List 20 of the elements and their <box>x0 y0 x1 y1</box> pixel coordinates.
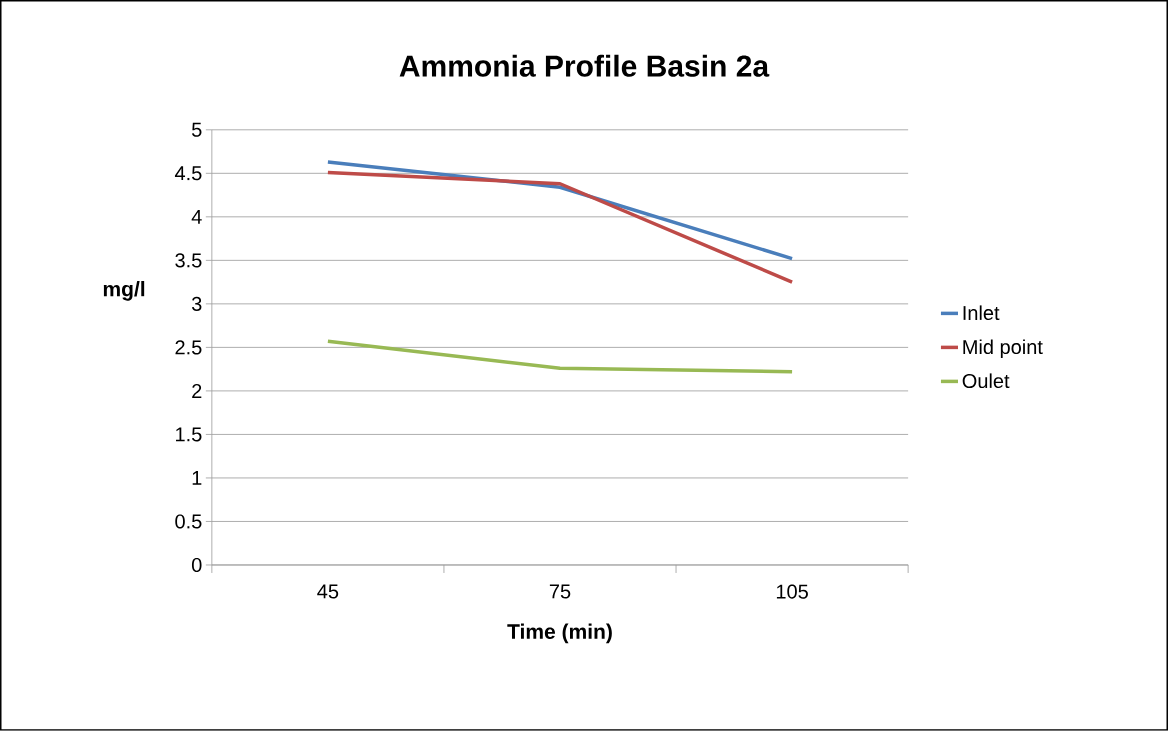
legend-label: Inlet <box>963 305 1000 321</box>
x-tick-label: 75 <box>549 584 571 599</box>
y-tick-label: 4.5 <box>174 166 202 181</box>
x-tick-label: 105 <box>776 584 808 599</box>
x-tick-label: 45 <box>317 584 339 599</box>
legend-label: Oulet <box>962 373 1010 389</box>
y-tick-label: 1 <box>192 471 202 485</box>
y-tick-label: 3 <box>191 296 202 312</box>
y-tick-label: 3.5 <box>175 253 202 268</box>
y-tick-label: 1.5 <box>176 427 202 442</box>
y-tick-label: 2 <box>192 384 202 398</box>
y-axis-title: mg/l <box>103 281 145 301</box>
x-axis-title: Time (min) <box>507 623 612 644</box>
y-tick-label: 2.5 <box>175 340 202 355</box>
y-tick-label: 5 <box>191 122 202 137</box>
y-tick-label: 0 <box>191 558 202 573</box>
y-tick-label: 0.5 <box>175 514 202 529</box>
y-tick-label: 4 <box>191 210 202 224</box>
legend-label: Mid point <box>963 339 1043 359</box>
chart-title: Ammonia Profile Basin 2a <box>399 54 770 77</box>
